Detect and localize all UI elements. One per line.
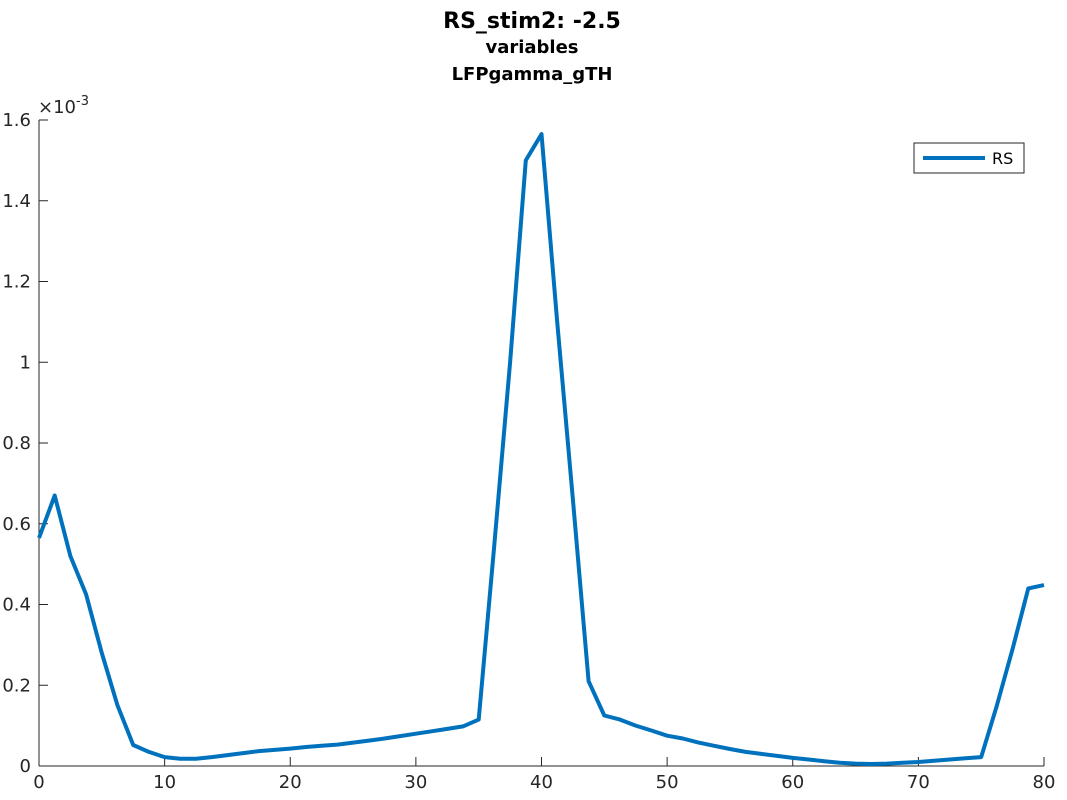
x-tick-label: 80: [1033, 772, 1056, 793]
x-tick-label: 60: [781, 772, 804, 793]
x-tick-label: 10: [153, 772, 176, 793]
y-tick-label: 0.8: [2, 433, 31, 454]
x-axis-ticks: 0 10 20 30 40 50 60 70 80: [33, 757, 1055, 793]
y-tick-label: 0: [20, 756, 31, 777]
x-tick-label: 70: [907, 772, 930, 793]
chart-subtitle-2: LFPgamma_gTH: [452, 64, 613, 85]
y-tick-label: 1: [20, 352, 31, 373]
y-tick-label: 1.6: [2, 110, 31, 131]
legend-label-rs: RS: [992, 149, 1013, 168]
y-exponent-label: ×10-3: [38, 94, 89, 118]
y-tick-label: 0.6: [2, 514, 31, 535]
y-axis-ticks: 0 0.2 0.4 0.6 0.8 1 1.2 1.4 1.6: [2, 110, 48, 777]
y-tick-label: 0.4: [2, 595, 31, 616]
y-tick-label: 0.2: [2, 675, 31, 696]
chart-title: RS_stim2: -2.5: [443, 9, 621, 34]
series-layer: [37, 132, 1045, 766]
plot-axes: [38, 120, 1044, 767]
x-tick-label: 50: [656, 772, 679, 793]
x-tick-label: 30: [404, 772, 427, 793]
x-tick-label: 0: [33, 772, 44, 793]
series-line-rs: [37, 132, 1045, 766]
y-tick-label: 1.2: [2, 272, 31, 293]
x-tick-label: 40: [530, 772, 553, 793]
y-tick-label: 1.4: [2, 191, 31, 212]
x-tick-label: 20: [279, 772, 302, 793]
chart-subtitle-1: variables: [485, 37, 578, 58]
legend: RS: [913, 142, 1025, 174]
